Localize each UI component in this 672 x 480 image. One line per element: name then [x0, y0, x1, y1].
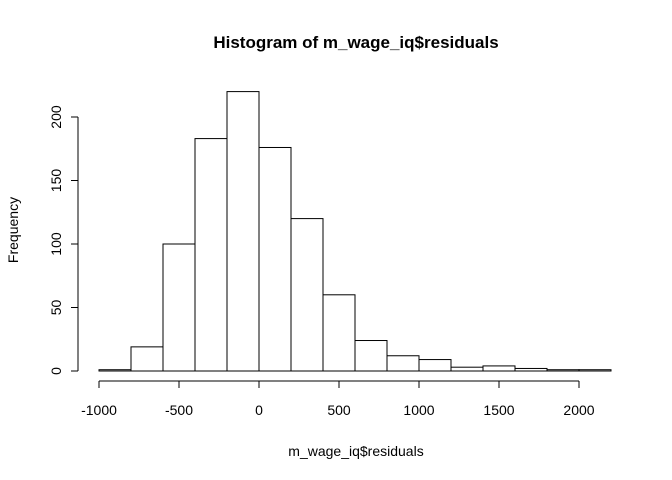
histogram-bar	[290, 218, 324, 372]
histogram-bar	[194, 138, 228, 372]
histogram-bar	[226, 91, 260, 372]
x-tick-label: -1000	[81, 402, 117, 418]
y-tick-label: 100	[48, 232, 64, 256]
histogram-bar	[322, 294, 356, 372]
y-tick-label: 150	[48, 169, 64, 193]
histogram-bar	[450, 366, 484, 372]
histogram-bar	[258, 146, 292, 372]
x-tick-label: -500	[165, 402, 193, 418]
histogram-bar	[546, 369, 580, 372]
y-tick-label: 50	[48, 300, 64, 316]
x-axis-label: m_wage_iq$residuals	[288, 443, 423, 459]
histogram-bar	[354, 340, 388, 372]
histogram-bar	[130, 346, 164, 372]
y-axis: 0 50 100 150 200	[48, 105, 79, 375]
y-axis-label: Frequency	[5, 197, 21, 263]
x-tick-label: 0	[255, 402, 263, 418]
x-tick-label: 1500	[483, 402, 514, 418]
bars-group	[98, 91, 612, 372]
histogram-bar	[418, 359, 452, 372]
x-tick-label: 500	[327, 402, 351, 418]
x-tick-label: 1000	[403, 402, 434, 418]
histogram-bar	[578, 369, 612, 372]
x-axis: -1000 -500 0 500 1000 1500 2000	[81, 380, 595, 418]
histogram-bar	[162, 243, 196, 372]
histogram-bar	[386, 355, 420, 372]
y-tick-label: 200	[48, 105, 64, 129]
x-tick-label: 2000	[563, 402, 594, 418]
histogram-bar	[98, 369, 132, 372]
histogram-bar	[482, 365, 516, 372]
chart-title: Histogram of m_wage_iq$residuals	[213, 33, 498, 52]
y-tick-label: 0	[48, 367, 64, 375]
histogram-bar	[514, 367, 548, 372]
